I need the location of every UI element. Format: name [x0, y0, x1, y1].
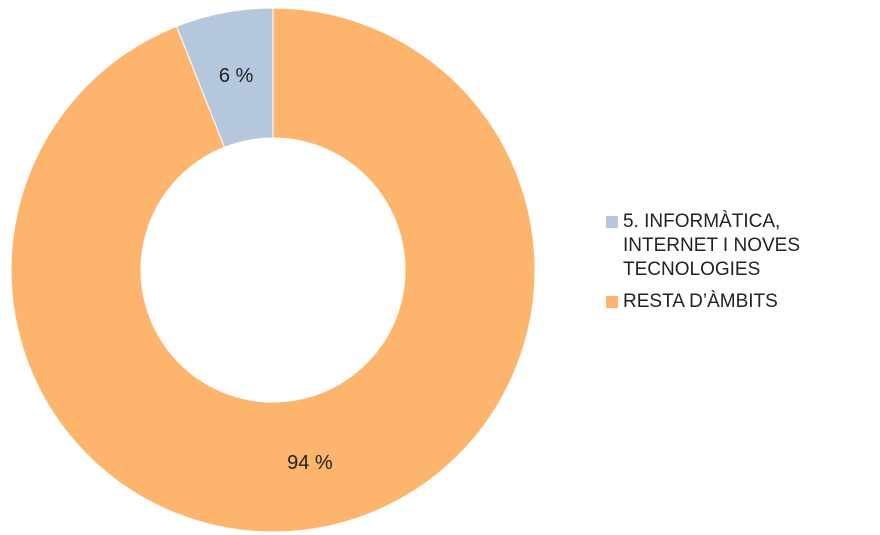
legend-item: 5. INFORMÀTICA, INTERNET I NOVES TECNOLO…	[606, 210, 856, 282]
donut-slice	[10, 7, 536, 533]
legend: 5. INFORMÀTICA, INTERNET I NOVES TECNOLO…	[606, 210, 856, 322]
legend-label: 5. INFORMÀTICA, INTERNET I NOVES TECNOLO…	[623, 211, 801, 280]
legend-swatch	[606, 296, 618, 308]
legend-label: RESTA D’ÀMBITS	[623, 291, 778, 312]
legend-item: RESTA D’ÀMBITS	[606, 290, 856, 314]
data-label: 94 %	[287, 452, 333, 474]
legend-swatch	[606, 216, 618, 228]
data-label: 6 %	[219, 65, 254, 87]
